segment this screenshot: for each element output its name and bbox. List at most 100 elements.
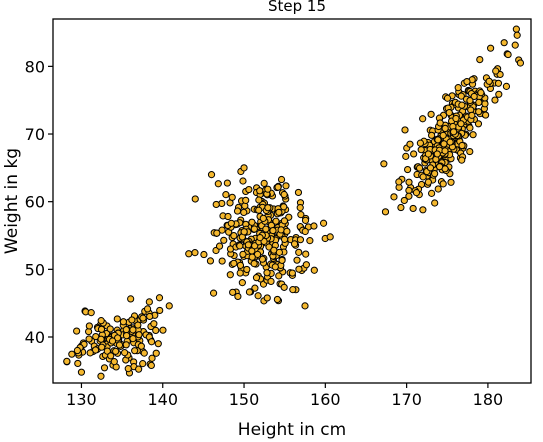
data-point	[152, 326, 160, 334]
data-point	[148, 354, 156, 362]
data-point	[424, 178, 432, 186]
data-point	[475, 98, 483, 107]
data-point	[405, 192, 413, 200]
data-point	[406, 140, 414, 148]
data-point	[296, 236, 305, 244]
data-point	[68, 350, 76, 358]
data-point	[112, 347, 120, 355]
data-point	[326, 233, 334, 241]
data-point	[410, 150, 418, 158]
data-point	[428, 131, 436, 139]
data-point	[466, 96, 474, 105]
data-point	[264, 204, 272, 212]
data-point	[280, 283, 288, 291]
data-point	[439, 131, 447, 139]
data-point	[277, 226, 285, 234]
data-point	[395, 178, 403, 186]
data-point	[129, 335, 137, 343]
data-point	[513, 31, 521, 39]
data-point	[436, 163, 444, 171]
data-point	[263, 269, 271, 277]
data-point	[293, 256, 301, 264]
data-point	[419, 173, 427, 181]
data-point	[85, 335, 93, 343]
data-point	[115, 341, 124, 349]
data-point	[404, 165, 412, 174]
data-point	[255, 206, 263, 214]
data-point	[431, 170, 439, 178]
data-point	[213, 229, 221, 237]
data-point	[200, 250, 208, 259]
data-point	[273, 295, 281, 304]
data-point	[214, 180, 222, 188]
data-point	[110, 358, 118, 366]
data-point	[254, 292, 262, 300]
data-point	[154, 340, 162, 348]
data-point	[74, 359, 82, 368]
data-point	[475, 108, 483, 116]
data-point	[113, 315, 121, 323]
data-point	[457, 120, 465, 128]
data-point	[240, 208, 248, 217]
data-point	[433, 150, 441, 158]
data-point	[139, 360, 147, 368]
y-tick-label: 40	[25, 328, 45, 347]
y-tick-label: 60	[25, 193, 45, 212]
data-point	[209, 289, 218, 297]
data-point	[150, 320, 158, 328]
data-point	[381, 208, 390, 216]
data-point	[122, 332, 131, 340]
data-point	[218, 257, 226, 265]
data-point	[405, 178, 413, 186]
data-point	[516, 59, 525, 67]
data-point	[445, 109, 453, 117]
data-point	[306, 237, 314, 245]
data-point	[191, 195, 199, 203]
data-point	[100, 364, 109, 372]
data-point	[223, 179, 231, 187]
data-point	[233, 207, 242, 215]
data-point	[236, 242, 244, 250]
data-point	[275, 272, 283, 280]
data-point	[97, 325, 106, 333]
data-point	[481, 100, 489, 108]
data-point	[495, 90, 503, 98]
data-point	[239, 177, 247, 185]
data-point	[146, 312, 154, 321]
data-point	[491, 96, 499, 104]
data-point	[236, 261, 245, 269]
x-tick-label: 130	[66, 390, 97, 409]
data-point	[229, 288, 237, 296]
data-point	[206, 257, 215, 265]
data-point	[106, 325, 114, 333]
data-point	[271, 263, 279, 271]
data-point	[87, 309, 95, 317]
x-tick-label: 180	[473, 390, 504, 409]
data-point	[458, 101, 466, 109]
data-point	[295, 248, 303, 256]
x-tick-label: 150	[229, 390, 260, 409]
data-point	[476, 55, 484, 64]
x-axis-label: Height in cm	[238, 420, 346, 440]
data-point	[274, 183, 282, 191]
data-point	[135, 331, 143, 339]
data-point	[400, 196, 408, 205]
data-point	[145, 298, 153, 306]
data-point	[434, 185, 442, 193]
data-point	[122, 326, 130, 334]
data-point	[228, 193, 236, 201]
data-point	[477, 89, 485, 97]
data-point	[310, 266, 318, 274]
data-point	[245, 288, 254, 296]
data-point	[137, 342, 145, 350]
data-point	[245, 185, 253, 194]
data-point	[390, 193, 398, 201]
data-point	[224, 212, 232, 221]
data-point	[415, 164, 424, 172]
data-point	[431, 199, 439, 207]
data-point	[419, 206, 427, 214]
y-tick-label: 80	[25, 57, 45, 76]
data-point	[131, 347, 139, 355]
data-point	[269, 226, 277, 235]
